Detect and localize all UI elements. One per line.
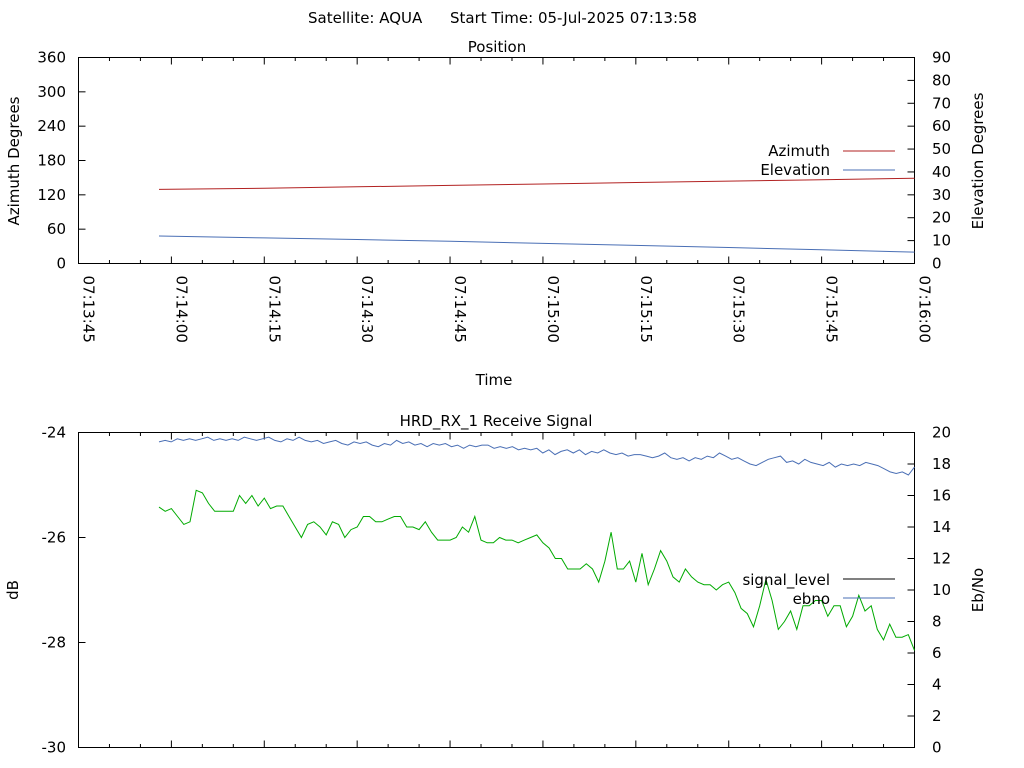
signal-y-axis: -30 -28 -26 -24 bbox=[42, 424, 86, 757]
signal-level-series-line bbox=[158, 489, 915, 651]
y-tick-label: -28 bbox=[42, 634, 67, 652]
position-title: Position bbox=[468, 38, 526, 56]
position-panel: Position 0 60 120 180 240 300 360 0 10 20 30 40 50 6… bbox=[5, 38, 987, 389]
position-y2-axis: 0 10 20 30 40 50 60 70 80 90 bbox=[907, 49, 951, 273]
y-tick-label: 0 bbox=[932, 255, 942, 273]
signal-plot-frame bbox=[78, 432, 915, 748]
x-tick-label: 07:15:15 bbox=[637, 276, 655, 343]
y-tick-label: 300 bbox=[37, 83, 66, 101]
x-tick-label: 07:15:45 bbox=[823, 276, 841, 343]
y-tick-label: 8 bbox=[932, 613, 942, 631]
legend-label-azimuth: Azimuth bbox=[768, 142, 830, 160]
y-tick-label: 6 bbox=[932, 644, 942, 662]
signal-y-axis-label: dB bbox=[4, 580, 22, 600]
legend-label-signal-level: signal_level bbox=[742, 571, 830, 590]
signal-panel: HRD_RX_1 Receive Signal -30 -28 -26 -24 0 2 4… bbox=[4, 412, 987, 757]
y-tick-label: 360 bbox=[37, 49, 66, 67]
signal-y2-axis-label: Eb/No bbox=[969, 568, 987, 612]
legend-label-ebno: ebno bbox=[793, 590, 830, 608]
x-tick-label: 07:15:00 bbox=[544, 276, 562, 343]
y-tick-label: -26 bbox=[42, 529, 67, 547]
y-tick-label: 60 bbox=[47, 220, 66, 238]
y-tick-label: 70 bbox=[932, 94, 951, 112]
x-tick-label: 07:14:30 bbox=[358, 276, 376, 343]
y-tick-label: 4 bbox=[932, 676, 942, 694]
y-tick-label: 0 bbox=[932, 739, 942, 757]
y-tick-label: -24 bbox=[42, 424, 67, 442]
x-tick-label: 07:14:15 bbox=[265, 276, 283, 343]
y-tick-label: 14 bbox=[932, 518, 951, 536]
y-tick-label: 40 bbox=[932, 163, 951, 181]
y-tick-label: 60 bbox=[932, 117, 951, 135]
y-tick-label: 20 bbox=[932, 424, 951, 442]
start-time-label: Start Time: 05-Jul-2025 07:13:58 bbox=[450, 9, 697, 27]
azimuth-series-line bbox=[158, 177, 915, 190]
y-tick-label: 240 bbox=[37, 117, 66, 135]
satellite-label: Satellite: AQUA bbox=[308, 9, 423, 27]
position-y-axis-label: Azimuth Degrees bbox=[5, 96, 23, 225]
figure-header: Satellite: AQUA Start Time: 05-Jul-2025 … bbox=[308, 9, 697, 27]
y-tick-label: 90 bbox=[932, 49, 951, 67]
y-tick-label: 30 bbox=[932, 186, 951, 204]
signal-y2-axis: 0 2 4 6 8 10 12 14 16 18 20 bbox=[907, 424, 951, 757]
y-tick-label: 120 bbox=[37, 186, 66, 204]
ebno-series-line bbox=[158, 436, 915, 476]
x-tick-label: 07:14:45 bbox=[451, 276, 469, 343]
position-x-axis-label: Time bbox=[475, 371, 513, 389]
x-tick-label: 07:13:45 bbox=[80, 276, 98, 343]
y-tick-label: 12 bbox=[932, 550, 951, 568]
y-tick-label: -30 bbox=[42, 739, 67, 757]
x-tick-label: 07:14:00 bbox=[172, 276, 190, 343]
y-tick-label: 80 bbox=[932, 71, 951, 89]
position-y2-axis-label: Elevation Degrees bbox=[969, 92, 987, 229]
x-tick-label: 07:15:30 bbox=[730, 276, 748, 343]
legend-label-elevation: Elevation bbox=[760, 161, 830, 179]
signal-legend: signal_level ebno bbox=[742, 571, 895, 608]
x-tick-label: 07:16:00 bbox=[916, 276, 934, 343]
position-x-axis: 07:13:45 07:14:00 07:14:15 07:14:30 07:14:45… bbox=[80, 57, 934, 343]
y-tick-label: 180 bbox=[37, 152, 66, 170]
signal-x-axis bbox=[108, 432, 885, 748]
y-tick-label: 10 bbox=[932, 232, 951, 250]
y-tick-label: 2 bbox=[932, 707, 942, 725]
y-tick-label: 20 bbox=[932, 209, 951, 227]
y-tick-label: 50 bbox=[932, 140, 951, 158]
y-tick-label: 10 bbox=[932, 581, 951, 599]
y-tick-label: 0 bbox=[56, 255, 66, 273]
position-legend: Azimuth Elevation bbox=[760, 142, 895, 179]
y-tick-label: 18 bbox=[932, 455, 951, 473]
position-y-axis: 0 60 120 180 240 300 360 bbox=[37, 49, 86, 273]
y-tick-label: 16 bbox=[932, 487, 951, 505]
signal-title: HRD_RX_1 Receive Signal bbox=[400, 412, 593, 431]
elevation-series-line bbox=[158, 235, 915, 253]
